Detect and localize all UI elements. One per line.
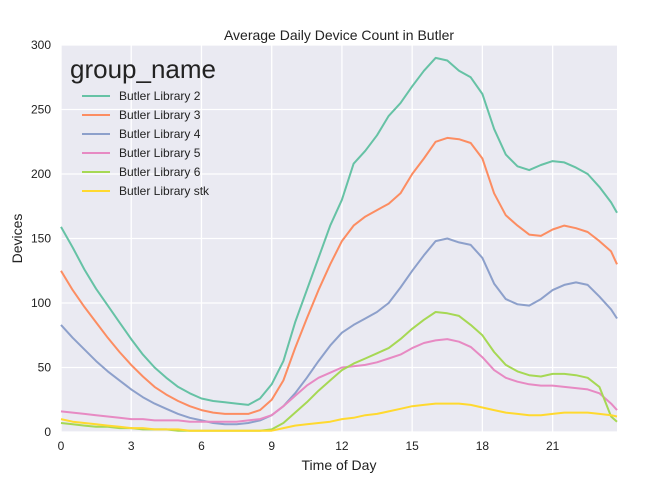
x-tick-label: 15 xyxy=(405,439,419,453)
legend-label: Butler Library stk xyxy=(119,184,210,198)
x-tick-label: 6 xyxy=(198,439,205,453)
x-tick-label: 12 xyxy=(335,439,349,453)
x-axis-label: Time of Day xyxy=(302,457,377,473)
chart-title: Average Daily Device Count in Butler xyxy=(224,27,454,43)
series-line-2 xyxy=(60,237,618,426)
y-axis-ticks: 0 50 100 150 200 250 300 xyxy=(31,38,51,439)
legend-label: Butler Library 4 xyxy=(119,127,201,141)
y-tick-label: 0 xyxy=(44,425,51,439)
legend-label: Butler Library 3 xyxy=(119,108,201,122)
legend-title: group_name xyxy=(70,54,216,84)
series-line-1 xyxy=(60,136,618,415)
series-line-0 xyxy=(60,56,618,406)
x-tick-label: 18 xyxy=(476,439,490,453)
legend-label: Butler Library 2 xyxy=(119,89,201,103)
x-tick-label: 9 xyxy=(268,439,275,453)
series-line-5 xyxy=(60,402,618,432)
y-tick-label: 100 xyxy=(31,296,51,310)
y-tick-label: 200 xyxy=(31,167,51,181)
legend-label: Butler Library 6 xyxy=(119,165,201,179)
series-line-3 xyxy=(60,338,618,423)
y-tick-label: 150 xyxy=(31,232,51,246)
x-tick-label: 0 xyxy=(58,439,65,453)
y-tick-label: 250 xyxy=(31,103,51,117)
legend-label: Butler Library 5 xyxy=(119,146,201,160)
y-tick-label: 300 xyxy=(31,38,51,52)
series-lines xyxy=(60,56,618,432)
legend: group_name Butler Library 2 Butler Librar… xyxy=(70,54,216,198)
y-tick-label: 50 xyxy=(38,361,52,375)
x-tick-label: 3 xyxy=(128,439,135,453)
x-axis-ticks: 0 3 6 9 12 15 18 21 xyxy=(58,439,560,453)
y-axis-label: Devices xyxy=(9,214,25,264)
x-tick-label: 21 xyxy=(546,439,560,453)
grid-lines xyxy=(60,44,617,433)
